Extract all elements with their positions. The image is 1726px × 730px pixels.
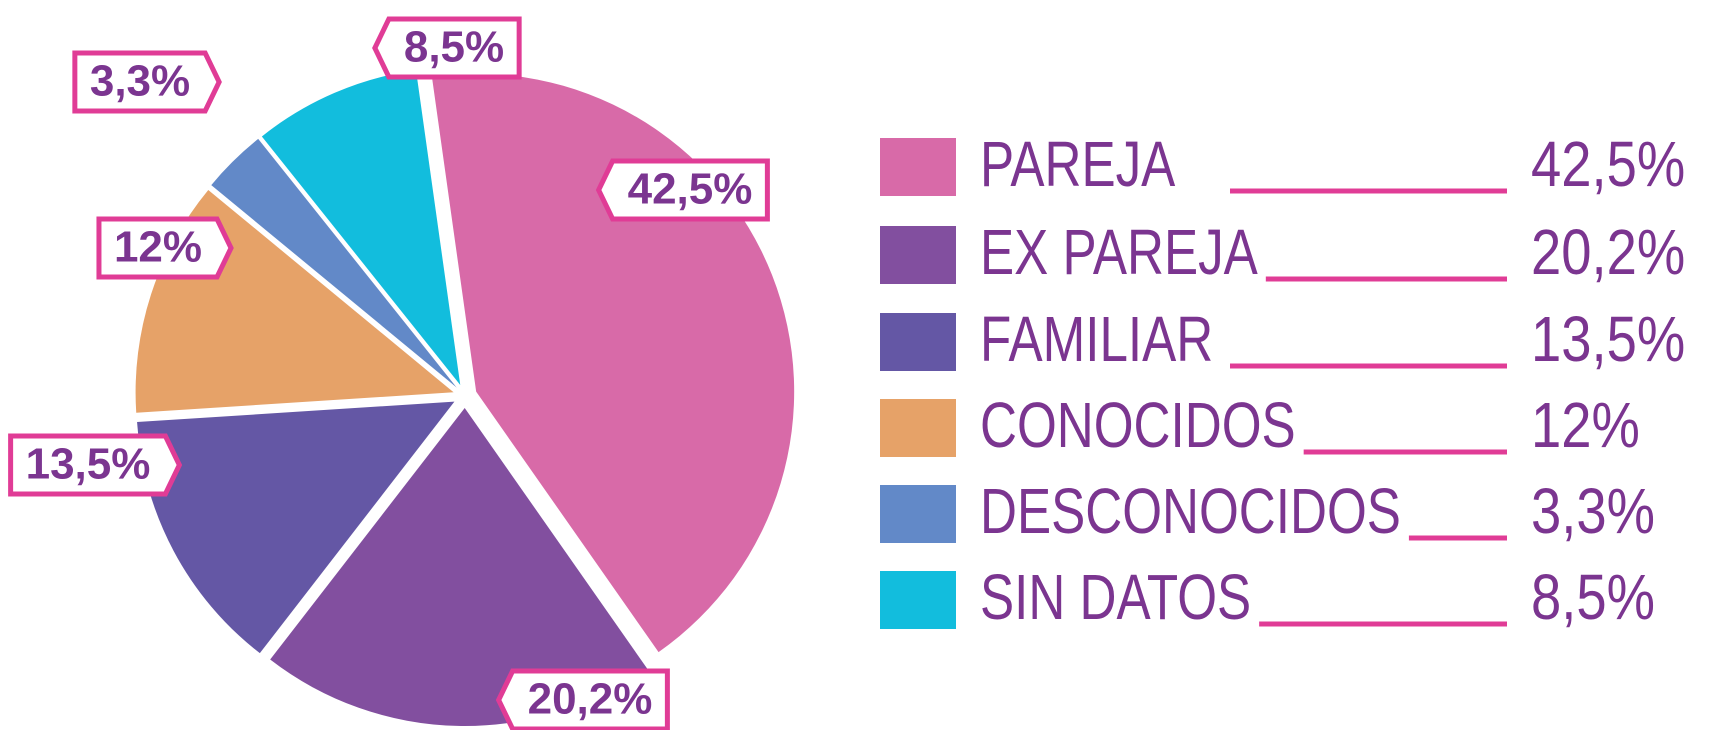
legend-value: 8,5%: [1531, 561, 1655, 633]
legend-swatch: [880, 399, 956, 457]
data-label: 42,5%: [595, 158, 770, 222]
legend-value-group: 3,3%: [1531, 475, 1655, 547]
pie-slice: [137, 401, 455, 654]
label-box: [372, 16, 522, 80]
legend-label: DESCONOCIDOS: [980, 477, 1401, 548]
legend-entry: FAMILIAR: [980, 305, 1213, 376]
data-label-text: 13,5%: [26, 440, 151, 489]
legend-label: FAMILIAR: [980, 305, 1213, 376]
legend-label: EX PAREJA: [980, 218, 1258, 289]
data-label: 12%: [96, 216, 234, 280]
legend-label: SIN DATOS: [980, 563, 1251, 634]
data-label-text: 20,2%: [528, 675, 653, 724]
label-box: [495, 668, 670, 730]
data-label: 20,2%: [495, 668, 670, 730]
legend-value: 12%: [1531, 389, 1640, 461]
legend-value: 42,5%: [1531, 128, 1685, 200]
legend-value-group: 13,5%: [1531, 303, 1685, 375]
legend-value-group: 20,2%: [1531, 216, 1685, 288]
data-label: 13,5%: [8, 433, 183, 497]
data-label-text: 8,5%: [404, 23, 504, 72]
data-label-text: 12%: [114, 223, 202, 272]
legend-label: PAREJA: [980, 130, 1176, 201]
pie-slice: [270, 407, 648, 726]
legend-entry: CONOCIDOS: [980, 391, 1296, 462]
legend-value: 3,3%: [1531, 475, 1655, 547]
legend-entry: DESCONOCIDOS: [980, 477, 1401, 548]
pie-slice: [211, 138, 457, 388]
legend-swatch: [880, 571, 956, 629]
data-label-text: 42,5%: [628, 165, 753, 214]
pie-slice: [261, 70, 461, 385]
legend-label: CONOCIDOS: [980, 391, 1296, 462]
label-box: [8, 433, 183, 497]
legend-value-group: 12%: [1531, 389, 1640, 461]
data-label: 3,3%: [72, 50, 222, 114]
legend-value: 13,5%: [1531, 303, 1685, 375]
legend-value-group: 8,5%: [1531, 561, 1655, 633]
label-box: [595, 158, 770, 222]
label-box: [72, 50, 222, 114]
legend-entry: EX PAREJA: [980, 218, 1258, 289]
data-label: 8,5%: [372, 16, 522, 80]
label-box: [96, 216, 234, 280]
legend-value: 20,2%: [1531, 216, 1685, 288]
data-label-text: 3,3%: [90, 57, 190, 106]
legend-entry: PAREJA: [980, 130, 1176, 201]
legend-swatch: [880, 313, 956, 371]
legend-swatch: [880, 138, 956, 196]
legend-value-group: 42,5%: [1531, 128, 1685, 200]
legend-swatch: [880, 226, 956, 284]
legend-swatch: [880, 485, 956, 543]
legend-entry: SIN DATOS: [980, 563, 1251, 634]
